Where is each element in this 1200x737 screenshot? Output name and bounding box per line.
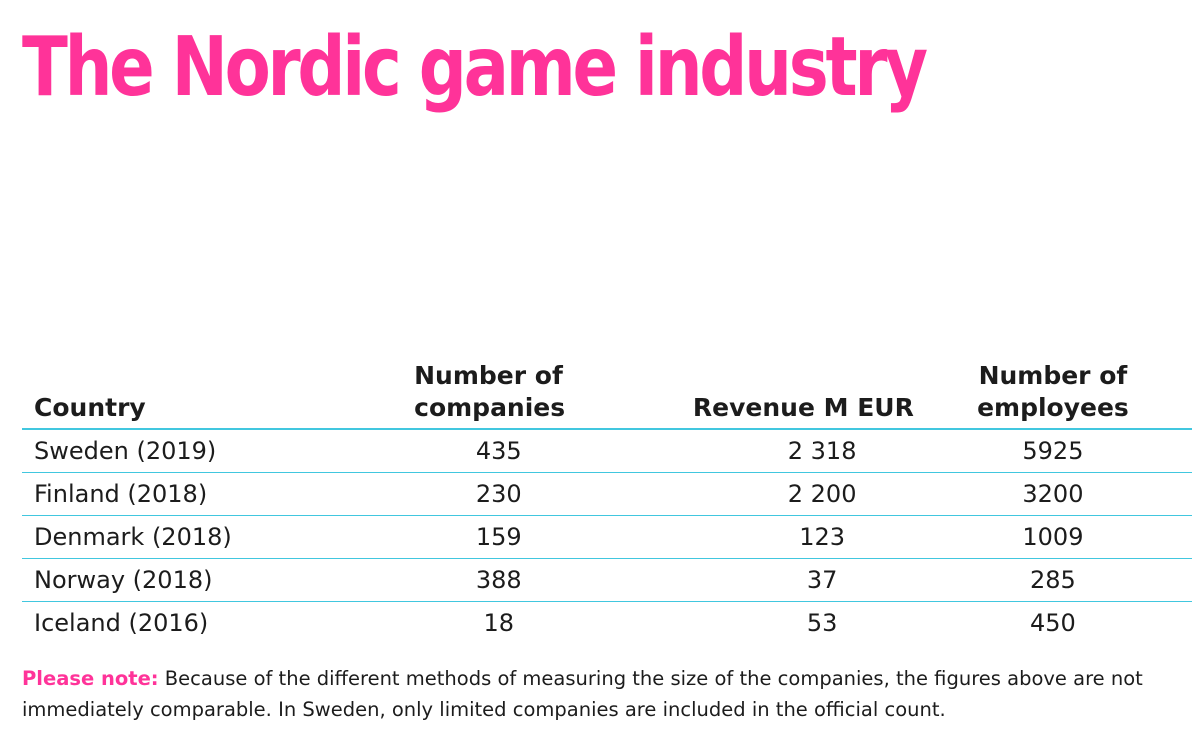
header-companies-line1: Number of: [414, 361, 563, 390]
cell-country: Finland (2018): [22, 472, 273, 516]
table-row: Iceland (2016) 18 53 450: [22, 602, 1192, 645]
cell-revenue: 2 200: [630, 472, 914, 516]
cell-companies: 18: [483, 609, 515, 637]
cell-companies: 159: [272, 515, 631, 559]
cell-revenue: 37: [630, 558, 914, 602]
cell-employees: 1009: [913, 515, 1192, 559]
cell-revenue: 53: [806, 609, 838, 637]
nordic-game-industry-table: Country Number of companies Revenue M EU…: [22, 360, 1192, 644]
table-header-row: Country Number of companies Revenue M EU…: [22, 360, 1192, 430]
table-row: Denmark (2018) 159 123 1009: [22, 515, 1192, 559]
cell-employees: 285: [913, 558, 1192, 602]
header-employees-line1: Number of: [978, 361, 1128, 390]
cell-country: Norway (2018): [22, 558, 273, 602]
table-row: Sweden (2019) 435 2 318 5925: [22, 429, 1192, 473]
header-country: Country: [22, 360, 273, 430]
cell-employees: 3200: [913, 472, 1192, 516]
cell-employees: 5925: [913, 429, 1192, 473]
header-employees-line2: employees: [977, 393, 1129, 422]
header-revenue-label: Revenue M EUR: [692, 393, 914, 422]
header-companies-line2: companies: [414, 393, 566, 422]
cell-companies: 230: [272, 472, 631, 516]
table-row: Norway (2018) 388 37 285: [22, 558, 1192, 602]
footnote: Please note: Because of the different me…: [22, 663, 1182, 725]
page-title: The Nordic game industry: [22, 20, 928, 115]
header-country-label: Country: [34, 393, 146, 422]
table-row: Finland (2018) 230 2 200 3200: [22, 472, 1192, 516]
cell-country: Denmark (2018): [22, 515, 273, 559]
footnote-label: Please note:: [22, 667, 159, 690]
footnote-text: Because of the different methods of meas…: [22, 667, 1143, 721]
cell-country: Sweden (2019): [22, 429, 273, 473]
cell-companies: 435: [272, 429, 631, 473]
header-revenue: Revenue M EUR: [630, 360, 914, 430]
cell-companies: 388: [272, 558, 631, 602]
header-employees: Number of employees: [913, 360, 1192, 430]
cell-revenue: 2 318: [630, 429, 914, 473]
cell-revenue: 123: [630, 515, 914, 559]
cell-country: Iceland (2016): [34, 609, 209, 637]
header-companies: Number of companies: [272, 360, 631, 430]
cell-employees: 450: [1030, 609, 1076, 637]
